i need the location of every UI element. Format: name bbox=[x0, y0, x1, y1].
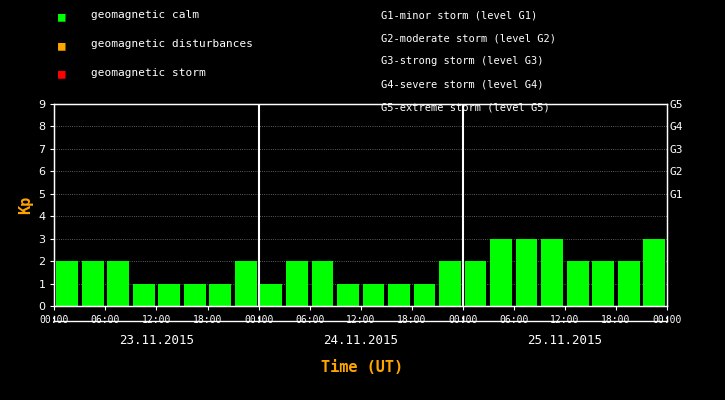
Bar bbox=[362, 284, 384, 306]
Text: ■: ■ bbox=[58, 39, 65, 52]
Bar bbox=[542, 239, 563, 306]
Bar bbox=[414, 284, 435, 306]
Text: 23.11.2015: 23.11.2015 bbox=[119, 334, 194, 346]
Text: G2-moderate storm (level G2): G2-moderate storm (level G2) bbox=[381, 33, 555, 43]
Bar bbox=[286, 261, 307, 306]
Bar bbox=[312, 261, 334, 306]
Text: G4-severe storm (level G4): G4-severe storm (level G4) bbox=[381, 80, 543, 90]
Bar bbox=[618, 261, 639, 306]
Bar bbox=[235, 261, 257, 306]
Bar bbox=[57, 261, 78, 306]
Bar bbox=[184, 284, 206, 306]
Bar bbox=[133, 284, 154, 306]
Text: ■: ■ bbox=[58, 10, 65, 23]
Bar bbox=[515, 239, 537, 306]
Bar bbox=[567, 261, 589, 306]
Bar bbox=[643, 239, 665, 306]
Bar bbox=[337, 284, 359, 306]
Bar bbox=[158, 284, 180, 306]
Text: ■: ■ bbox=[58, 68, 65, 81]
Text: G3-strong storm (level G3): G3-strong storm (level G3) bbox=[381, 56, 543, 66]
Text: geomagnetic storm: geomagnetic storm bbox=[91, 68, 205, 78]
Text: geomagnetic disturbances: geomagnetic disturbances bbox=[91, 39, 252, 49]
Text: 25.11.2015: 25.11.2015 bbox=[527, 334, 602, 346]
Text: G1-minor storm (level G1): G1-minor storm (level G1) bbox=[381, 10, 537, 20]
Bar bbox=[490, 239, 512, 306]
Text: G5-extreme storm (level G5): G5-extreme storm (level G5) bbox=[381, 103, 550, 113]
Bar bbox=[107, 261, 129, 306]
Bar bbox=[592, 261, 614, 306]
Bar bbox=[82, 261, 104, 306]
Bar bbox=[465, 261, 486, 306]
Text: geomagnetic calm: geomagnetic calm bbox=[91, 10, 199, 20]
Bar bbox=[260, 284, 282, 306]
Bar bbox=[388, 284, 410, 306]
Y-axis label: Kp: Kp bbox=[17, 196, 33, 214]
Text: 24.11.2015: 24.11.2015 bbox=[323, 334, 398, 346]
Text: Time (UT): Time (UT) bbox=[321, 360, 404, 376]
Bar bbox=[210, 284, 231, 306]
Bar bbox=[439, 261, 461, 306]
